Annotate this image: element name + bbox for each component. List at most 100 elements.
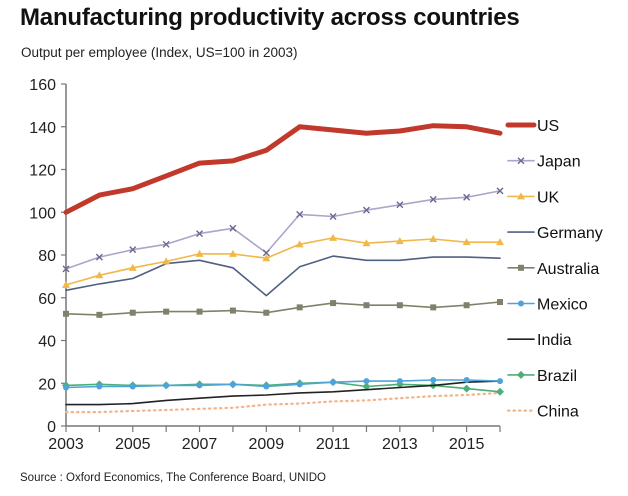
series-line-australia bbox=[65, 301, 501, 316]
data-point-mexico bbox=[229, 381, 236, 388]
data-point-australia bbox=[430, 304, 437, 311]
legend-item-uk: UK bbox=[507, 189, 560, 206]
x-tick-label: 2007 bbox=[182, 436, 218, 453]
legend-marker-japan bbox=[517, 157, 525, 165]
data-point-australia bbox=[163, 308, 170, 315]
data-point-australia bbox=[63, 310, 69, 317]
data-point-japan bbox=[229, 224, 237, 232]
legend-marker-mexico bbox=[518, 300, 524, 307]
legend-label-australia: Australia bbox=[537, 261, 599, 278]
data-point-japan bbox=[429, 195, 437, 203]
data-point-japan bbox=[62, 265, 70, 273]
marker-stroke bbox=[496, 187, 504, 195]
series-china bbox=[64, 391, 502, 414]
series-japan bbox=[62, 187, 504, 273]
data-point-australia bbox=[363, 302, 370, 309]
data-point-uk bbox=[496, 238, 504, 246]
data-point-japan bbox=[162, 240, 170, 248]
legend-item-china: China bbox=[506, 404, 579, 421]
legend-label-china: China bbox=[537, 404, 579, 421]
legend: US Japan UK Germany Australia Mexico India Braz… bbox=[505, 118, 603, 421]
legend-label-mexico: Mexico bbox=[537, 297, 588, 314]
data-point-japan bbox=[463, 193, 471, 201]
data-point-brazil bbox=[462, 384, 471, 393]
data-point-australia bbox=[263, 309, 270, 316]
data-point-japan bbox=[129, 246, 137, 254]
data-point-australia bbox=[497, 299, 503, 306]
data-point-uk bbox=[228, 249, 237, 257]
legend-item-brazil: Brazil bbox=[507, 368, 577, 385]
series-line-china bbox=[64, 391, 502, 414]
data-point-uk bbox=[95, 271, 104, 279]
y-tick-label: 120 bbox=[29, 163, 56, 180]
y-tick-label: 60 bbox=[38, 291, 56, 308]
legend-item-us: US bbox=[505, 118, 559, 135]
data-point-japan bbox=[329, 213, 337, 221]
data-point-mexico bbox=[263, 383, 270, 390]
data-point-japan bbox=[362, 206, 370, 214]
legend-item-australia: Australia bbox=[507, 261, 599, 278]
data-point-australia bbox=[229, 307, 236, 314]
data-point-mexico bbox=[463, 377, 470, 384]
marker-stroke bbox=[329, 213, 337, 221]
series-uk bbox=[62, 233, 504, 288]
data-point-uk bbox=[429, 234, 438, 242]
legend-label-india: India bbox=[537, 332, 572, 349]
data-point-mexico bbox=[296, 381, 303, 388]
data-point-uk bbox=[62, 280, 70, 288]
data-point-uk bbox=[395, 237, 404, 245]
data-point-mexico bbox=[96, 383, 103, 390]
series-line-us bbox=[63, 123, 503, 215]
legend-item-india: India bbox=[507, 332, 572, 349]
series-australia bbox=[63, 299, 503, 318]
data-point-mexico bbox=[163, 382, 170, 389]
data-point-japan bbox=[262, 249, 270, 257]
chart-subtitle: Output per employee (Index, US=100 in 20… bbox=[21, 45, 298, 60]
series-india bbox=[65, 380, 501, 406]
legend-label-japan: Japan bbox=[537, 154, 581, 171]
data-point-australia bbox=[396, 302, 403, 309]
legend-label-uk: UK bbox=[537, 189, 560, 206]
marker-stroke bbox=[517, 157, 525, 165]
plot-area bbox=[62, 123, 504, 414]
x-tick-label: 2013 bbox=[382, 436, 418, 453]
y-tick-label: 140 bbox=[29, 120, 56, 137]
data-point-mexico bbox=[396, 378, 403, 385]
data-point-uk bbox=[329, 233, 338, 241]
data-point-uk bbox=[295, 240, 304, 248]
series-line-japan bbox=[65, 190, 501, 270]
data-point-japan bbox=[396, 201, 404, 209]
marker-stroke bbox=[229, 224, 237, 232]
marker-stroke bbox=[62, 265, 70, 273]
data-point-mexico bbox=[196, 382, 203, 389]
data-point-mexico bbox=[430, 377, 437, 384]
data-point-japan bbox=[296, 210, 304, 218]
marker-stroke bbox=[429, 195, 437, 203]
y-tick-label: 100 bbox=[29, 205, 56, 222]
marker-stroke bbox=[262, 249, 270, 257]
x-tick-label: 2005 bbox=[115, 436, 151, 453]
data-point-mexico bbox=[363, 378, 370, 385]
data-point-australia bbox=[96, 311, 103, 318]
data-point-mexico bbox=[497, 378, 503, 385]
data-point-australia bbox=[330, 300, 337, 307]
y-tick-label: 160 bbox=[29, 77, 56, 94]
x-tick-label: 2011 bbox=[316, 436, 351, 453]
legend-item-germany: Germany bbox=[507, 225, 603, 242]
data-point-uk bbox=[462, 238, 471, 246]
data-point-australia bbox=[196, 308, 203, 315]
data-point-australia bbox=[129, 309, 136, 316]
data-point-uk bbox=[362, 239, 371, 247]
legend-label-brazil: Brazil bbox=[537, 368, 577, 385]
chart-title: Manufacturing productivity across countr… bbox=[20, 4, 520, 31]
x-tick-label: 2003 bbox=[48, 436, 84, 453]
y-tick-label: 20 bbox=[38, 376, 56, 393]
data-point-brazil bbox=[496, 387, 504, 396]
y-tick-label: 40 bbox=[38, 334, 56, 351]
data-point-uk bbox=[195, 249, 204, 257]
data-point-brazil bbox=[362, 382, 371, 391]
series-line-mexico bbox=[65, 379, 501, 389]
data-point-uk bbox=[128, 263, 137, 271]
marker-stroke bbox=[296, 210, 304, 218]
